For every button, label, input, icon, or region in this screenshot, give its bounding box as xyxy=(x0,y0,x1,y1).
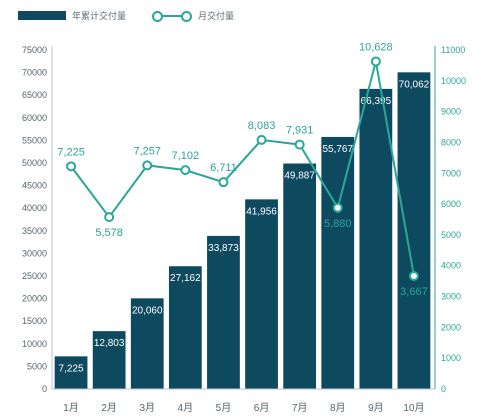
bar-data-label: 20,060 xyxy=(132,305,163,316)
left-tick-label: 70000 xyxy=(22,68,47,78)
line-data-label: 7,931 xyxy=(286,125,314,137)
line-series: 7,225 5,578 7,257 7,102 6,711 8,083 7,931 5,880… xyxy=(57,41,427,298)
left-tick-label: 35000 xyxy=(22,226,47,236)
bar xyxy=(207,235,240,389)
bar-data-label: 41,956 xyxy=(246,206,277,217)
line-path xyxy=(70,61,415,277)
right-tick-label: 4000 xyxy=(441,261,461,271)
x-tick-label: 10月 xyxy=(403,402,424,414)
legend-bar-label: 年累计交付量 xyxy=(72,11,127,21)
line-data-label: 5,880 xyxy=(324,218,352,230)
bar-data-label: 70,062 xyxy=(399,79,430,90)
bar-data-label: 27,162 xyxy=(170,273,201,284)
right-tick-label: 11000 xyxy=(441,45,465,55)
line-point xyxy=(408,270,419,281)
bar xyxy=(54,356,88,389)
line-point xyxy=(332,202,343,213)
bar xyxy=(245,199,278,389)
x-tick-label: 8月 xyxy=(330,402,346,414)
bar-series: 7,225 12,803 20,060 27,162 33,873 41,956 49,88… xyxy=(54,72,431,390)
bar xyxy=(397,72,431,389)
line-point xyxy=(104,212,115,223)
left-tick-label: 30000 xyxy=(22,248,47,258)
bar-data-label: 33,873 xyxy=(208,243,239,254)
left-tick-label: 15000 xyxy=(22,316,47,326)
bar xyxy=(130,298,164,389)
right-tick-label: 10000 xyxy=(441,76,466,86)
left-tick-label: 20000 xyxy=(22,294,47,304)
line-point xyxy=(370,56,381,67)
legend-line-swatch xyxy=(152,10,192,22)
legend-item-line: 月交付量 xyxy=(152,9,234,22)
line-data-label: 6,711 xyxy=(210,162,237,174)
x-tick-label: 9月 xyxy=(368,402,384,414)
left-tick-label: 25000 xyxy=(22,271,47,281)
left-tick-label: 50000 xyxy=(22,158,47,168)
line-data-label: 7,225 xyxy=(57,146,85,158)
right-tick-label: 9000 xyxy=(441,107,461,117)
bar xyxy=(92,331,126,389)
line-data-label: 7,102 xyxy=(172,150,200,162)
x-tick-label: 4月 xyxy=(178,402,194,414)
bar-data-label: 55,767 xyxy=(322,144,353,155)
left-tick-label: 40000 xyxy=(22,203,47,213)
right-tick-label: 6000 xyxy=(441,199,461,209)
right-tick-label: 2000 xyxy=(441,322,461,332)
line-point xyxy=(294,139,305,150)
line-point xyxy=(218,177,229,188)
x-tick-label: 5月 xyxy=(216,402,232,414)
right-tick-label: 1000 xyxy=(441,353,461,363)
line-data-label: 7,257 xyxy=(133,145,161,157)
bar xyxy=(321,136,355,389)
line-data-label: 8,083 xyxy=(248,120,276,132)
legend-bar-swatch xyxy=(18,11,66,20)
bar xyxy=(168,266,202,389)
line-point xyxy=(66,161,77,172)
line-point xyxy=(180,165,191,176)
left-tick-label: 65000 xyxy=(22,90,47,100)
right-tick-label: 8000 xyxy=(441,137,461,147)
bar-data-label: 7,225 xyxy=(59,363,84,374)
right-tick-label: 7000 xyxy=(441,168,461,178)
left-tick-label: 45000 xyxy=(22,181,47,191)
x-tick-label: 7月 xyxy=(292,402,308,414)
bar-data-label: 12,803 xyxy=(94,338,125,349)
left-tick-label: 0 xyxy=(42,384,47,394)
left-tick-label: 75000 xyxy=(22,45,47,55)
x-tick-label: 2月 xyxy=(101,402,117,414)
bar-data-label: 66,395 xyxy=(361,96,392,107)
x-tick-label: 1月 xyxy=(63,402,79,414)
bar-data-label: 49,887 xyxy=(284,171,315,182)
line-point xyxy=(142,160,153,171)
legend-item-bar: 年累计交付量 xyxy=(18,9,126,22)
right-tick-label: 0 xyxy=(441,384,446,394)
left-tick-label: 5000 xyxy=(27,361,47,371)
right-axis: 0 1000 2000 3000 4000 5000 6000 7000 8000 9000 100… xyxy=(434,45,466,394)
bar xyxy=(359,88,393,390)
left-tick-label: 60000 xyxy=(22,113,47,123)
legend-line-label: 月交付量 xyxy=(198,11,235,21)
left-tick-label: 10000 xyxy=(22,339,47,349)
bar xyxy=(283,163,317,389)
left-tick-label: 55000 xyxy=(22,135,47,145)
line-point xyxy=(256,134,267,145)
line-data-label: 5,578 xyxy=(95,227,123,239)
line-data-label: 3,667 xyxy=(400,286,428,298)
x-tick-label: 3月 xyxy=(139,402,155,414)
right-tick-label: 3000 xyxy=(441,292,461,302)
left-axis: 0 5000 10000 15000 20000 25000 30000 35000 40000… xyxy=(22,45,53,394)
right-tick-label: 5000 xyxy=(441,230,461,240)
x-tick-label: 6月 xyxy=(254,402,270,414)
line-data-label: 10,628 xyxy=(359,41,393,53)
x-axis: 1月 2月 3月 4月 5月 6月 7月 8月 9月 10月 xyxy=(52,388,435,414)
